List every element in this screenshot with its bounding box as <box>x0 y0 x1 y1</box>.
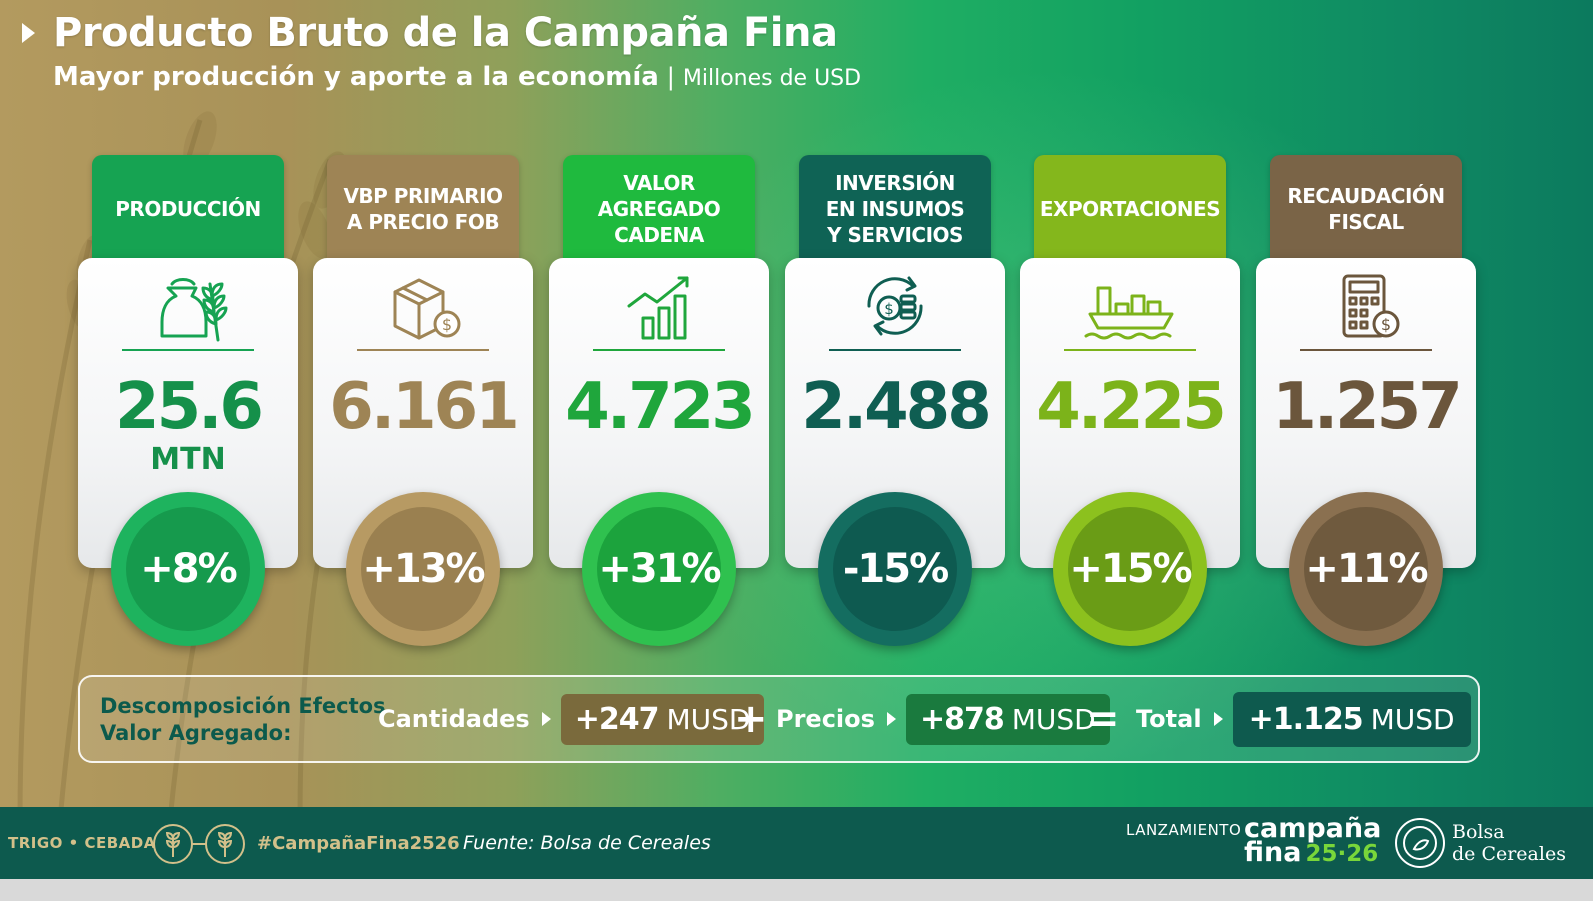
crops-label: TRIGO • CEBADA <box>8 834 156 852</box>
svg-text:$: $ <box>442 315 452 334</box>
card-label: EXPORTACIONES <box>1039 197 1221 221</box>
change-badge: -15% <box>818 492 972 646</box>
subtitle-separator: | <box>666 63 675 91</box>
card-divider <box>1300 349 1432 351</box>
page-subtitle: Mayor producción y aporte a la economía <box>53 62 659 92</box>
campaign-line1: campaña <box>1244 813 1382 844</box>
change-value: +11% <box>1305 546 1428 592</box>
card-divider <box>357 349 489 351</box>
page-title: Producto Bruto de la Campaña Fina <box>53 10 838 56</box>
card-tab: EXPORTACIONES <box>1034 155 1226 263</box>
decomposition-label: Descomposición Efectos Valor Agregado: <box>100 693 386 747</box>
change-value: +15% <box>1069 546 1192 592</box>
change-badge: +13% <box>346 492 500 646</box>
header: Producto Bruto de la Campaña Fina Mayor … <box>22 10 861 92</box>
organization-line1: Bolsa <box>1452 821 1505 843</box>
value-added-decomposition: Descomposición Efectos Valor Agregado: C… <box>78 675 1480 763</box>
decomposition-label-line2: Valor Agregado: <box>100 721 292 745</box>
card-label: RECAUDACIÓN FISCAL <box>1287 184 1445 234</box>
page-subtitle-row: Mayor producción y aporte a la economía … <box>53 62 861 92</box>
wheat-seal-icons <box>153 824 245 864</box>
change-badge: +11% <box>1289 492 1443 646</box>
prices-value: +878 <box>919 701 1005 737</box>
box-dollar-icon: $ <box>393 278 461 340</box>
change-badge: +15% <box>1053 492 1207 646</box>
quantities-value: +247 <box>574 701 660 737</box>
change-value: -15% <box>842 546 949 592</box>
prices-item: Precios +878 MUSD <box>776 677 1110 761</box>
plus-operator: + <box>734 696 768 742</box>
total-unit: MUSD <box>1370 702 1455 736</box>
card-value: 1.257 <box>1272 370 1462 444</box>
card-tab: VALOR AGREGADO CADENA <box>563 155 755 263</box>
card-tab: INVERSIÓN EN INSUMOS Y SERVICIOS <box>799 155 991 263</box>
source-note: Fuente: Bolsa de Cereales <box>463 832 711 854</box>
campaign-line2: fina <box>1244 837 1302 868</box>
card-label: VALOR AGREGADO CADENA <box>597 171 721 247</box>
change-badge: +31% <box>582 492 736 646</box>
bottom-bar <box>0 879 1593 901</box>
total-value: +1.125 <box>1248 701 1364 737</box>
quantities-item: Cantidades +247 MUSD <box>378 677 765 761</box>
quantities-pill: +247 MUSD <box>560 693 765 745</box>
total-item: Total +1.125 MUSD <box>1136 677 1471 761</box>
prices-label: Precios <box>776 705 875 733</box>
change-value: +31% <box>598 546 721 592</box>
footer: TRIGO • CEBADA #CampañaFina2526 Fuente: … <box>0 807 1593 879</box>
card-value: 25.6 <box>115 370 264 444</box>
quantities-unit: MUSD <box>666 702 751 736</box>
card-body: $ 6.161 <box>313 258 533 568</box>
calculator-dollar-icon: $ <box>1342 274 1400 338</box>
launch-label: LANZAMIENTO <box>1126 821 1242 839</box>
quantities-label: Cantidades <box>378 705 530 733</box>
card-value: 4.225 <box>1036 370 1226 444</box>
card-tab: RECAUDACIÓN FISCAL <box>1270 155 1462 263</box>
card-divider <box>122 349 254 351</box>
campaign-year: 25·26 <box>1305 841 1379 867</box>
prices-pill: +878 MUSD <box>905 693 1110 745</box>
total-pill: +1.125 MUSD <box>1232 691 1471 747</box>
total-label: Total <box>1136 705 1202 733</box>
card-value: 4.723 <box>565 370 755 444</box>
decomposition-label-line1: Descomposición Efectos <box>100 694 386 718</box>
card-value: 2.488 <box>801 370 991 444</box>
page-title-row: Producto Bruto de la Campaña Fina <box>22 10 861 56</box>
sack-wheat-icon <box>160 278 228 342</box>
card-label: INVERSIÓN EN INSUMOS Y SERVICIOS <box>825 171 965 247</box>
card-tab: VBP PRIMARIO A PRECIO FOB <box>327 155 519 263</box>
equals-operator: = <box>1086 696 1120 742</box>
play-arrow-icon <box>22 23 35 43</box>
cargo-ship-icon <box>1084 286 1174 340</box>
bar-chart-growth-icon <box>627 276 689 340</box>
change-value: +8% <box>140 546 237 592</box>
card-divider <box>829 349 961 351</box>
subtitle-unit: Millones de USD <box>682 66 862 91</box>
play-arrow-icon <box>1213 712 1223 726</box>
bolsa-de-cereales-seal-icon <box>1395 818 1445 868</box>
card-unit: MTN <box>150 442 226 477</box>
svg-text:$: $ <box>1381 315 1391 334</box>
card-tab: PRODUCCIÓN <box>92 155 284 263</box>
prices-unit: MUSD <box>1011 702 1096 736</box>
svg-text:$: $ <box>884 300 894 318</box>
card-label: PRODUCCIÓN <box>115 197 261 221</box>
change-value: +13% <box>362 546 485 592</box>
organization-line2: de Cereales <box>1452 843 1566 865</box>
card-divider <box>593 349 725 351</box>
campaign-logo: campaña fina 25·26 <box>1244 813 1382 868</box>
coins-cycle-icon: $ <box>867 276 923 336</box>
card-label: VBP PRIMARIO A PRECIO FOB <box>343 184 503 234</box>
card-divider <box>1064 349 1196 351</box>
card-value: 6.161 <box>329 370 519 444</box>
change-badge: +8% <box>111 492 265 646</box>
campaign-line2-row: fina 25·26 <box>1244 837 1381 868</box>
play-arrow-icon <box>886 712 896 726</box>
organization-name: Bolsa de Cereales <box>1452 821 1566 865</box>
hashtag: #CampañaFina2526 <box>257 832 460 854</box>
play-arrow-icon <box>541 712 551 726</box>
card-body: 4.225 <box>1020 258 1240 568</box>
